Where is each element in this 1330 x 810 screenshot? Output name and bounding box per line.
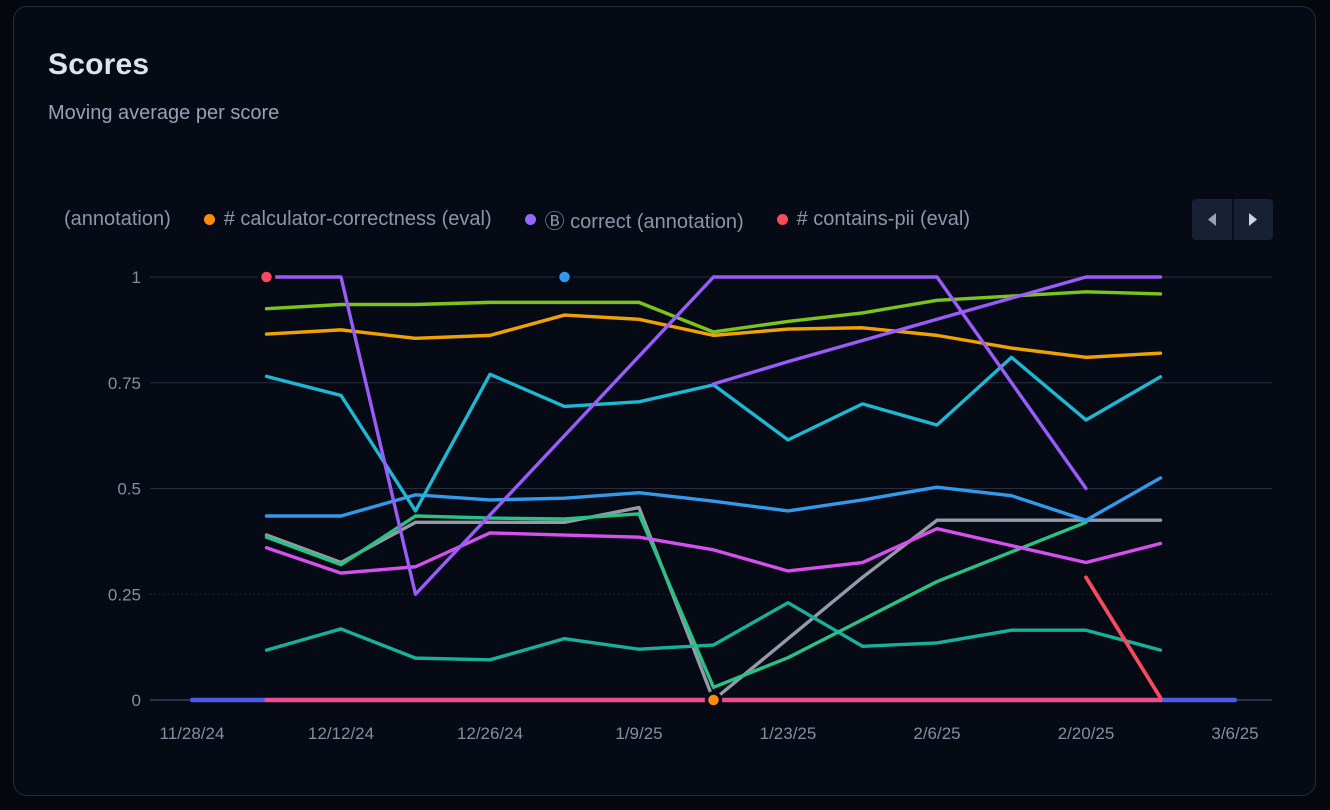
legend-item-1[interactable]: # calculator-correctness (eval) <box>203 207 492 231</box>
series-teal-line <box>264 601 1163 662</box>
y-tick-label: 1 <box>132 268 141 287</box>
chart-subtitle: Moving average per score <box>48 102 280 124</box>
scores-card <box>13 6 1316 796</box>
legend-item-0[interactable]: (annotation) <box>64 208 171 231</box>
x-tick-label: 1/9/25 <box>615 724 662 743</box>
y-tick-label: 0.5 <box>117 480 141 499</box>
legend-prev-button[interactable] <box>1192 199 1232 240</box>
legend-dot <box>776 213 788 225</box>
legend-dot <box>524 213 536 225</box>
series-purple-line-main <box>264 275 1088 596</box>
x-tick-label: 12/12/24 <box>308 724 374 743</box>
series-blue-line <box>264 476 1163 522</box>
series-purple-line-rising <box>711 275 1163 386</box>
legend-item-3[interactable]: # contains-pii (eval) <box>776 207 971 231</box>
series-red-line <box>1084 575 1163 700</box>
legend-nav-divider <box>1231 199 1234 240</box>
legend-label: Ⓑ correct (annotation) <box>544 210 744 233</box>
series-magenta-line <box>264 526 1163 575</box>
y-tick-label: 0.75 <box>108 374 141 393</box>
data-point-marker <box>704 691 723 709</box>
x-tick-label: 11/28/24 <box>160 724 225 743</box>
series-cyan-line <box>264 355 1163 513</box>
legend-dot <box>203 213 215 225</box>
y-tick-label: 0 <box>132 691 141 710</box>
data-point-marker <box>555 268 574 286</box>
x-tick-label: 2/6/25 <box>913 724 960 743</box>
series-amber-line <box>264 313 1163 360</box>
x-tick-label: 1/23/25 <box>760 724 817 743</box>
legend-pagination <box>1192 199 1273 240</box>
legend-next-button[interactable] <box>1234 199 1274 240</box>
x-tick-label: 12/26/24 <box>457 724 523 743</box>
legend-label: # contains-pii (eval) <box>796 207 971 230</box>
series-lime-line <box>264 290 1163 334</box>
x-tick-label: 2/20/25 <box>1058 724 1115 743</box>
y-tick-label: 0.25 <box>108 585 141 604</box>
chart-legend: (annotation) # calculator-correctness (ev… <box>64 197 970 241</box>
x-tick-label: 3/6/25 <box>1211 724 1258 743</box>
legend-label: (annotation) <box>64 207 171 230</box>
legend-item-2[interactable]: Ⓑ correct (annotation) <box>524 205 744 234</box>
data-point-marker <box>257 268 276 286</box>
series-emerald-line <box>264 512 1088 690</box>
legend-label: # calculator-correctness (eval) <box>223 207 492 230</box>
page-title: Scores <box>48 48 150 81</box>
chevron-left-icon <box>1208 213 1217 226</box>
chevron-right-icon <box>1248 213 1257 226</box>
